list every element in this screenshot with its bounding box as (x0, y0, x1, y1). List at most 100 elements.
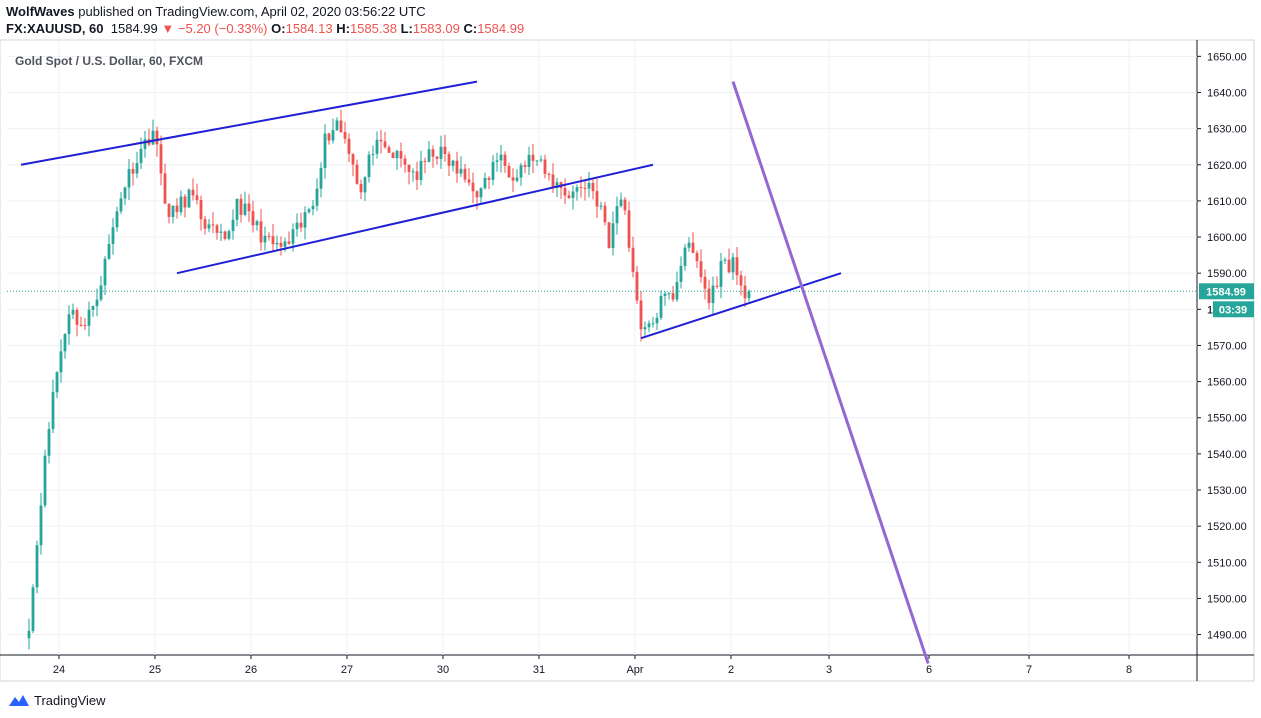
candle-body[interactable] (347, 138, 351, 154)
candle-body[interactable] (395, 151, 399, 159)
candle-body[interactable] (539, 159, 543, 161)
lower-channel-line-1[interactable] (176, 163, 654, 275)
candle-body[interactable] (63, 334, 67, 352)
candle-body[interactable] (319, 168, 323, 189)
candle-body[interactable] (739, 275, 743, 286)
candle-body[interactable] (79, 324, 83, 326)
candle-body[interactable] (131, 169, 135, 174)
candle-body[interactable] (87, 309, 91, 326)
candle-body[interactable] (307, 209, 311, 213)
candle-body[interactable] (659, 295, 663, 318)
candle-body[interactable] (215, 225, 219, 233)
candle-body[interactable] (59, 351, 63, 373)
candle-body[interactable] (571, 191, 575, 198)
candle-body[interactable] (587, 182, 591, 189)
candle-body[interactable] (159, 144, 163, 174)
candle-body[interactable] (451, 160, 455, 166)
candle-body[interactable] (611, 223, 615, 248)
candle-body[interactable] (687, 242, 691, 248)
candle-body[interactable] (211, 224, 215, 226)
candle-body[interactable] (163, 173, 167, 204)
candle-body[interactable] (471, 182, 475, 192)
candle-body[interactable] (663, 293, 667, 296)
candle-body[interactable] (183, 196, 187, 208)
candle-body[interactable] (327, 133, 331, 141)
candle-body[interactable] (271, 236, 275, 245)
candle-body[interactable] (275, 242, 279, 245)
candle-body[interactable] (459, 168, 463, 174)
tradingview-brand[interactable]: TradingView (34, 692, 106, 708)
candle-body[interactable] (655, 317, 659, 324)
candle-body[interactable] (371, 153, 375, 155)
candle-body[interactable] (635, 271, 639, 301)
candle-body[interactable] (567, 195, 571, 198)
candle-body[interactable] (251, 211, 255, 226)
candle-body[interactable] (575, 187, 579, 192)
candle-body[interactable] (615, 206, 619, 224)
candle-body[interactable] (127, 169, 131, 188)
candle-body[interactable] (599, 205, 603, 207)
candle-body[interactable] (255, 221, 259, 226)
candle-body[interactable] (207, 224, 211, 229)
candle-body[interactable] (419, 160, 423, 180)
candle-body[interactable] (175, 205, 179, 213)
candle-body[interactable] (527, 154, 531, 168)
candle-body[interactable] (711, 285, 715, 304)
candle-body[interactable] (203, 219, 207, 229)
candle-body[interactable] (607, 222, 611, 248)
candle-body[interactable] (579, 187, 583, 189)
candle-body[interactable] (719, 260, 723, 287)
candle-body[interactable] (387, 147, 391, 153)
candle-body[interactable] (411, 171, 415, 173)
candle-body[interactable] (135, 163, 139, 174)
candle-body[interactable] (707, 288, 711, 304)
candle-body[interactable] (491, 161, 495, 180)
candle-body[interactable] (595, 191, 599, 207)
candle-body[interactable] (295, 222, 299, 230)
candle-body[interactable] (119, 198, 123, 212)
candle-body[interactable] (235, 198, 239, 220)
candle-body[interactable] (479, 188, 483, 198)
support-line[interactable] (640, 272, 842, 340)
candle-body[interactable] (283, 241, 287, 247)
candle-body[interactable] (31, 587, 35, 631)
candle-body[interactable] (379, 139, 383, 142)
candle-body[interactable] (639, 300, 643, 330)
candle-body[interactable] (355, 164, 359, 184)
candle-body[interactable] (695, 252, 699, 262)
candle-body[interactable] (343, 132, 347, 139)
candle-body[interactable] (95, 299, 99, 307)
candle-body[interactable] (231, 219, 235, 232)
candle-body[interactable] (399, 151, 403, 159)
candle-body[interactable] (239, 198, 243, 215)
candle-body[interactable] (431, 149, 435, 157)
candle-body[interactable] (563, 187, 567, 196)
candle-body[interactable] (619, 199, 623, 207)
candle-body[interactable] (467, 179, 471, 183)
candle-body[interactable] (715, 285, 719, 287)
candle-body[interactable] (115, 211, 119, 228)
candle-body[interactable] (495, 160, 499, 162)
candle-body[interactable] (107, 244, 111, 259)
candle-body[interactable] (199, 200, 203, 220)
candle-body[interactable] (519, 165, 523, 178)
candle-body[interactable] (195, 195, 199, 201)
candle-body[interactable] (227, 231, 231, 239)
candle-body[interactable] (51, 392, 55, 430)
candle-body[interactable] (603, 205, 607, 223)
candle-body[interactable] (643, 327, 647, 330)
candle-body[interactable] (99, 285, 103, 300)
candle-body[interactable] (463, 168, 467, 180)
candle-body[interactable] (455, 160, 459, 174)
candle-body[interactable] (43, 455, 47, 506)
candle-body[interactable] (167, 203, 171, 217)
candle-body[interactable] (335, 120, 339, 131)
candle-body[interactable] (423, 160, 427, 162)
candle-body[interactable] (743, 285, 747, 299)
candle-body[interactable] (747, 291, 751, 299)
candle-body[interactable] (139, 148, 143, 164)
upper-channel-line-1[interactable] (20, 80, 478, 166)
candle-body[interactable] (187, 189, 191, 208)
candle-body[interactable] (39, 505, 43, 546)
candle-body[interactable] (531, 154, 535, 161)
